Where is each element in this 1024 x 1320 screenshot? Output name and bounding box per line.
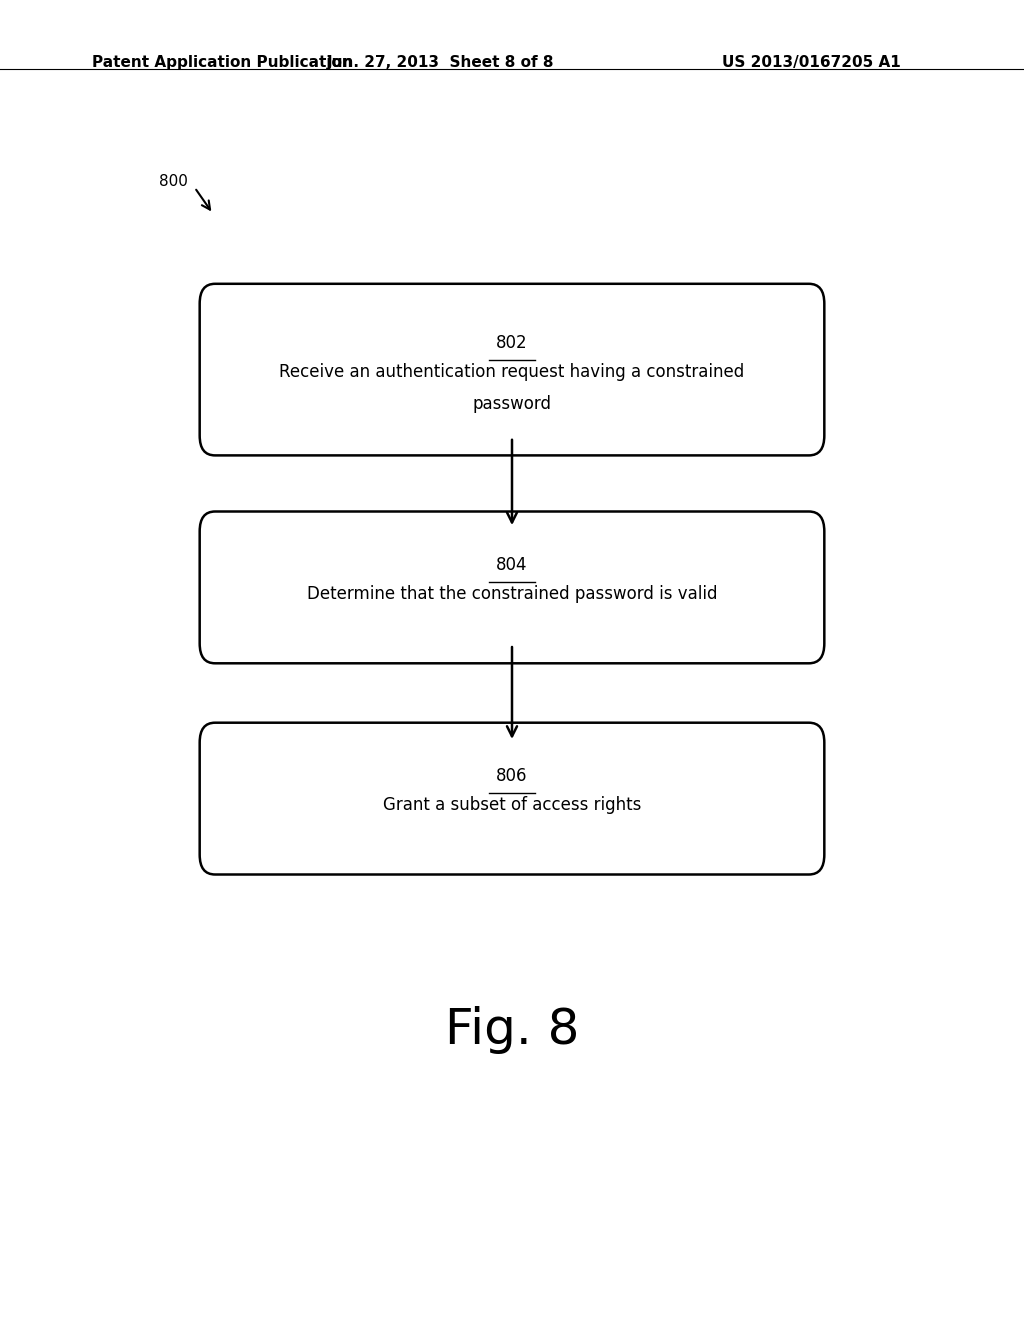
Text: 804: 804 (497, 556, 527, 574)
Text: Fig. 8: Fig. 8 (444, 1006, 580, 1053)
Text: Patent Application Publication: Patent Application Publication (92, 55, 353, 70)
Text: Grant a subset of access rights: Grant a subset of access rights (383, 796, 641, 814)
FancyBboxPatch shape (200, 722, 824, 874)
Text: Receive an authentication request having a constrained: Receive an authentication request having… (280, 363, 744, 381)
Text: Determine that the constrained password is valid: Determine that the constrained password … (307, 585, 717, 603)
Text: 800: 800 (159, 174, 187, 189)
Text: 806: 806 (497, 767, 527, 785)
Text: Jun. 27, 2013  Sheet 8 of 8: Jun. 27, 2013 Sheet 8 of 8 (327, 55, 554, 70)
FancyBboxPatch shape (200, 284, 824, 455)
Text: US 2013/0167205 A1: US 2013/0167205 A1 (722, 55, 901, 70)
FancyBboxPatch shape (200, 511, 824, 663)
Text: 802: 802 (497, 334, 527, 352)
Text: password: password (472, 395, 552, 413)
